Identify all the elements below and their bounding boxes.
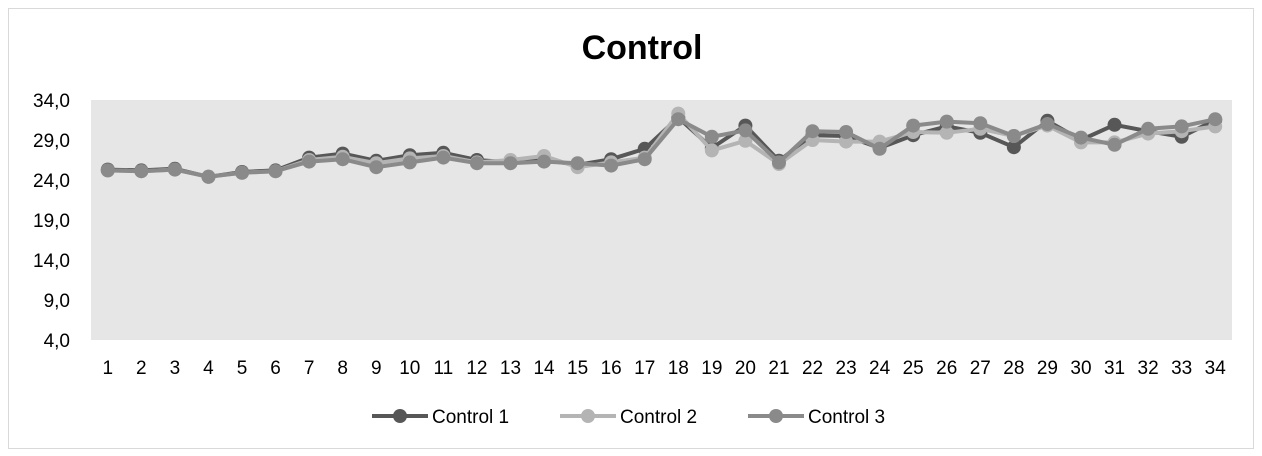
y-tick-label: 24,0 bbox=[33, 171, 70, 192]
x-tick-label: 17 bbox=[634, 358, 655, 379]
data-point bbox=[537, 154, 552, 169]
x-tick-label: 12 bbox=[466, 358, 487, 379]
y-axis: 4,0 9,0 14,0 19,0 24,0 29,0 34,0 bbox=[33, 91, 70, 352]
x-tick-label: 15 bbox=[567, 358, 588, 379]
data-point bbox=[1073, 130, 1088, 145]
data-point bbox=[167, 162, 182, 177]
x-tick-label: 9 bbox=[371, 358, 382, 379]
data-point bbox=[302, 154, 317, 169]
data-point bbox=[134, 164, 149, 179]
y-tick-label: 4,0 bbox=[44, 331, 70, 352]
legend-swatch-marker bbox=[393, 409, 407, 423]
data-point bbox=[738, 123, 753, 138]
data-point bbox=[503, 156, 518, 171]
data-point bbox=[402, 155, 417, 170]
y-tick-label: 9,0 bbox=[44, 291, 70, 312]
data-point bbox=[570, 156, 585, 171]
data-point bbox=[235, 165, 250, 180]
data-point bbox=[704, 129, 719, 144]
x-tick-label: 20 bbox=[735, 358, 756, 379]
legend-item: Control 2 bbox=[560, 407, 697, 428]
data-point bbox=[939, 114, 954, 129]
x-tick-label: 6 bbox=[270, 358, 281, 379]
data-point bbox=[1208, 112, 1223, 127]
legend-swatch-marker bbox=[581, 409, 595, 423]
series-3 bbox=[100, 112, 1223, 184]
x-tick-label: 32 bbox=[1138, 358, 1159, 379]
x-tick-label: 3 bbox=[170, 358, 181, 379]
y-tick-label: 34,0 bbox=[33, 91, 70, 112]
data-point bbox=[839, 134, 854, 149]
data-point bbox=[872, 141, 887, 156]
data-point bbox=[335, 152, 350, 167]
legend-label: Control 1 bbox=[432, 407, 509, 428]
x-tick-label: 28 bbox=[1003, 358, 1024, 379]
x-tick-label: 10 bbox=[399, 358, 420, 379]
y-tick-label: 29,0 bbox=[33, 131, 70, 152]
data-point bbox=[369, 160, 384, 175]
legend-item: Control 3 bbox=[748, 407, 885, 428]
data-point bbox=[839, 125, 854, 139]
data-point bbox=[1107, 137, 1122, 152]
x-tick-label: 33 bbox=[1171, 358, 1192, 379]
x-tick-label: 18 bbox=[668, 358, 689, 379]
x-tick-label: 8 bbox=[337, 358, 348, 379]
data-point bbox=[973, 116, 988, 131]
series-layer bbox=[100, 106, 1223, 184]
data-point bbox=[469, 156, 484, 171]
data-point bbox=[771, 155, 786, 170]
x-tick-label: 11 bbox=[434, 358, 454, 379]
x-tick-label: 4 bbox=[203, 358, 214, 379]
x-tick-label: 13 bbox=[500, 358, 521, 379]
data-point bbox=[805, 124, 820, 139]
data-point bbox=[268, 164, 283, 179]
x-tick-label: 25 bbox=[903, 358, 924, 379]
data-point bbox=[1006, 129, 1021, 143]
legend-label: Control 2 bbox=[620, 407, 697, 428]
x-tick-label: 31 bbox=[1104, 358, 1125, 379]
x-tick-label: 27 bbox=[970, 358, 991, 379]
y-tick-label: 14,0 bbox=[33, 251, 70, 272]
legend: Control 1 Control 2 Control 3 bbox=[372, 407, 885, 428]
data-point bbox=[436, 150, 451, 165]
data-point bbox=[604, 158, 619, 173]
series-line bbox=[107, 117, 1216, 179]
data-point bbox=[1006, 140, 1021, 155]
data-point bbox=[637, 152, 652, 167]
x-tick-label: 21 bbox=[768, 358, 789, 379]
x-tick-label: 14 bbox=[533, 358, 555, 379]
data-point bbox=[738, 133, 753, 148]
data-point bbox=[100, 163, 115, 178]
data-point bbox=[201, 169, 216, 184]
y-tick-label: 19,0 bbox=[33, 211, 70, 232]
legend-item: Control 1 bbox=[372, 407, 509, 428]
data-point bbox=[1141, 121, 1156, 136]
data-point bbox=[906, 118, 921, 133]
x-tick-label: 5 bbox=[237, 358, 248, 379]
x-tick-label: 7 bbox=[304, 358, 315, 379]
x-tick-label: 16 bbox=[601, 358, 622, 379]
data-point bbox=[1107, 117, 1122, 132]
x-tick-label: 1 bbox=[102, 358, 113, 379]
legend-swatch-marker bbox=[769, 409, 783, 423]
x-tick-label: 2 bbox=[136, 358, 147, 379]
x-tick-label: 26 bbox=[936, 358, 957, 379]
x-tick-label: 19 bbox=[701, 358, 722, 379]
x-tick-label: 22 bbox=[802, 358, 823, 379]
data-point bbox=[939, 125, 954, 140]
chart-title: Control bbox=[582, 29, 703, 67]
x-axis: 1 2 3 4 5 6 7 8 9 10 11 12 13 14 15 16 17 18 19 20 21 22 23 24 2… bbox=[102, 358, 1226, 379]
x-tick-label: 24 bbox=[869, 358, 891, 379]
data-point bbox=[1040, 117, 1055, 131]
data-point bbox=[704, 143, 719, 158]
x-tick-label: 34 bbox=[1205, 358, 1227, 379]
x-tick-label: 29 bbox=[1037, 358, 1058, 379]
x-tick-label: 23 bbox=[836, 358, 857, 379]
legend-label: Control 3 bbox=[808, 407, 885, 428]
x-tick-label: 30 bbox=[1070, 358, 1091, 379]
data-point bbox=[1174, 119, 1189, 134]
data-point bbox=[671, 112, 686, 127]
